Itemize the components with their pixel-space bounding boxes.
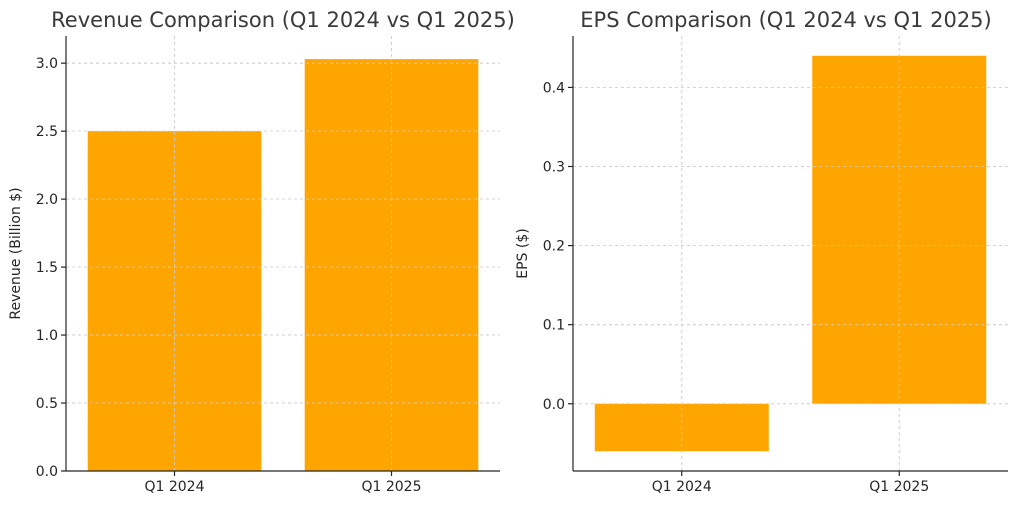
eps-y-axis-label: EPS ($): [515, 228, 531, 278]
revenue-y-tick-label: 0.5: [36, 396, 58, 412]
revenue-y-tick-label: 2.0: [36, 192, 58, 208]
revenue-x-tick-label: Q1 2024: [144, 479, 204, 495]
revenue-y-tick-label: 2.5: [36, 124, 58, 140]
revenue-y-axis-label: Revenue (Billion $): [8, 187, 24, 319]
eps-y-tick-label: 0.4: [543, 80, 565, 96]
eps-y-tick-label: 0.3: [543, 160, 565, 176]
eps-y-tick-label: 0.1: [543, 318, 565, 334]
eps-y-tick-label: 0.0: [543, 397, 565, 413]
eps-y-tick-label: 0.2: [543, 239, 565, 255]
revenue-chart-panel: Revenue Comparison (Q1 2024 vs Q1 2025) 0…: [8, 8, 515, 495]
eps-x-tick-label: Q1 2024: [652, 479, 712, 495]
revenue-y-tick-label: 1.0: [36, 328, 58, 344]
revenue-y-tick-label: 0.0: [36, 464, 58, 480]
revenue-chart-title: Revenue Comparison (Q1 2024 vs Q1 2025): [51, 8, 515, 32]
revenue-y-tick-label: 3.0: [36, 56, 58, 72]
revenue-y-tick-label: 1.5: [36, 260, 58, 276]
revenue-x-tick-label: Q1 2025: [361, 479, 421, 495]
eps-chart-panel: EPS Comparison (Q1 2024 vs Q1 2025) 0.0 0.…: [515, 8, 1008, 495]
eps-x-tick-label: Q1 2025: [869, 479, 929, 495]
eps-chart-title: EPS Comparison (Q1 2024 vs Q1 2025): [580, 8, 991, 32]
